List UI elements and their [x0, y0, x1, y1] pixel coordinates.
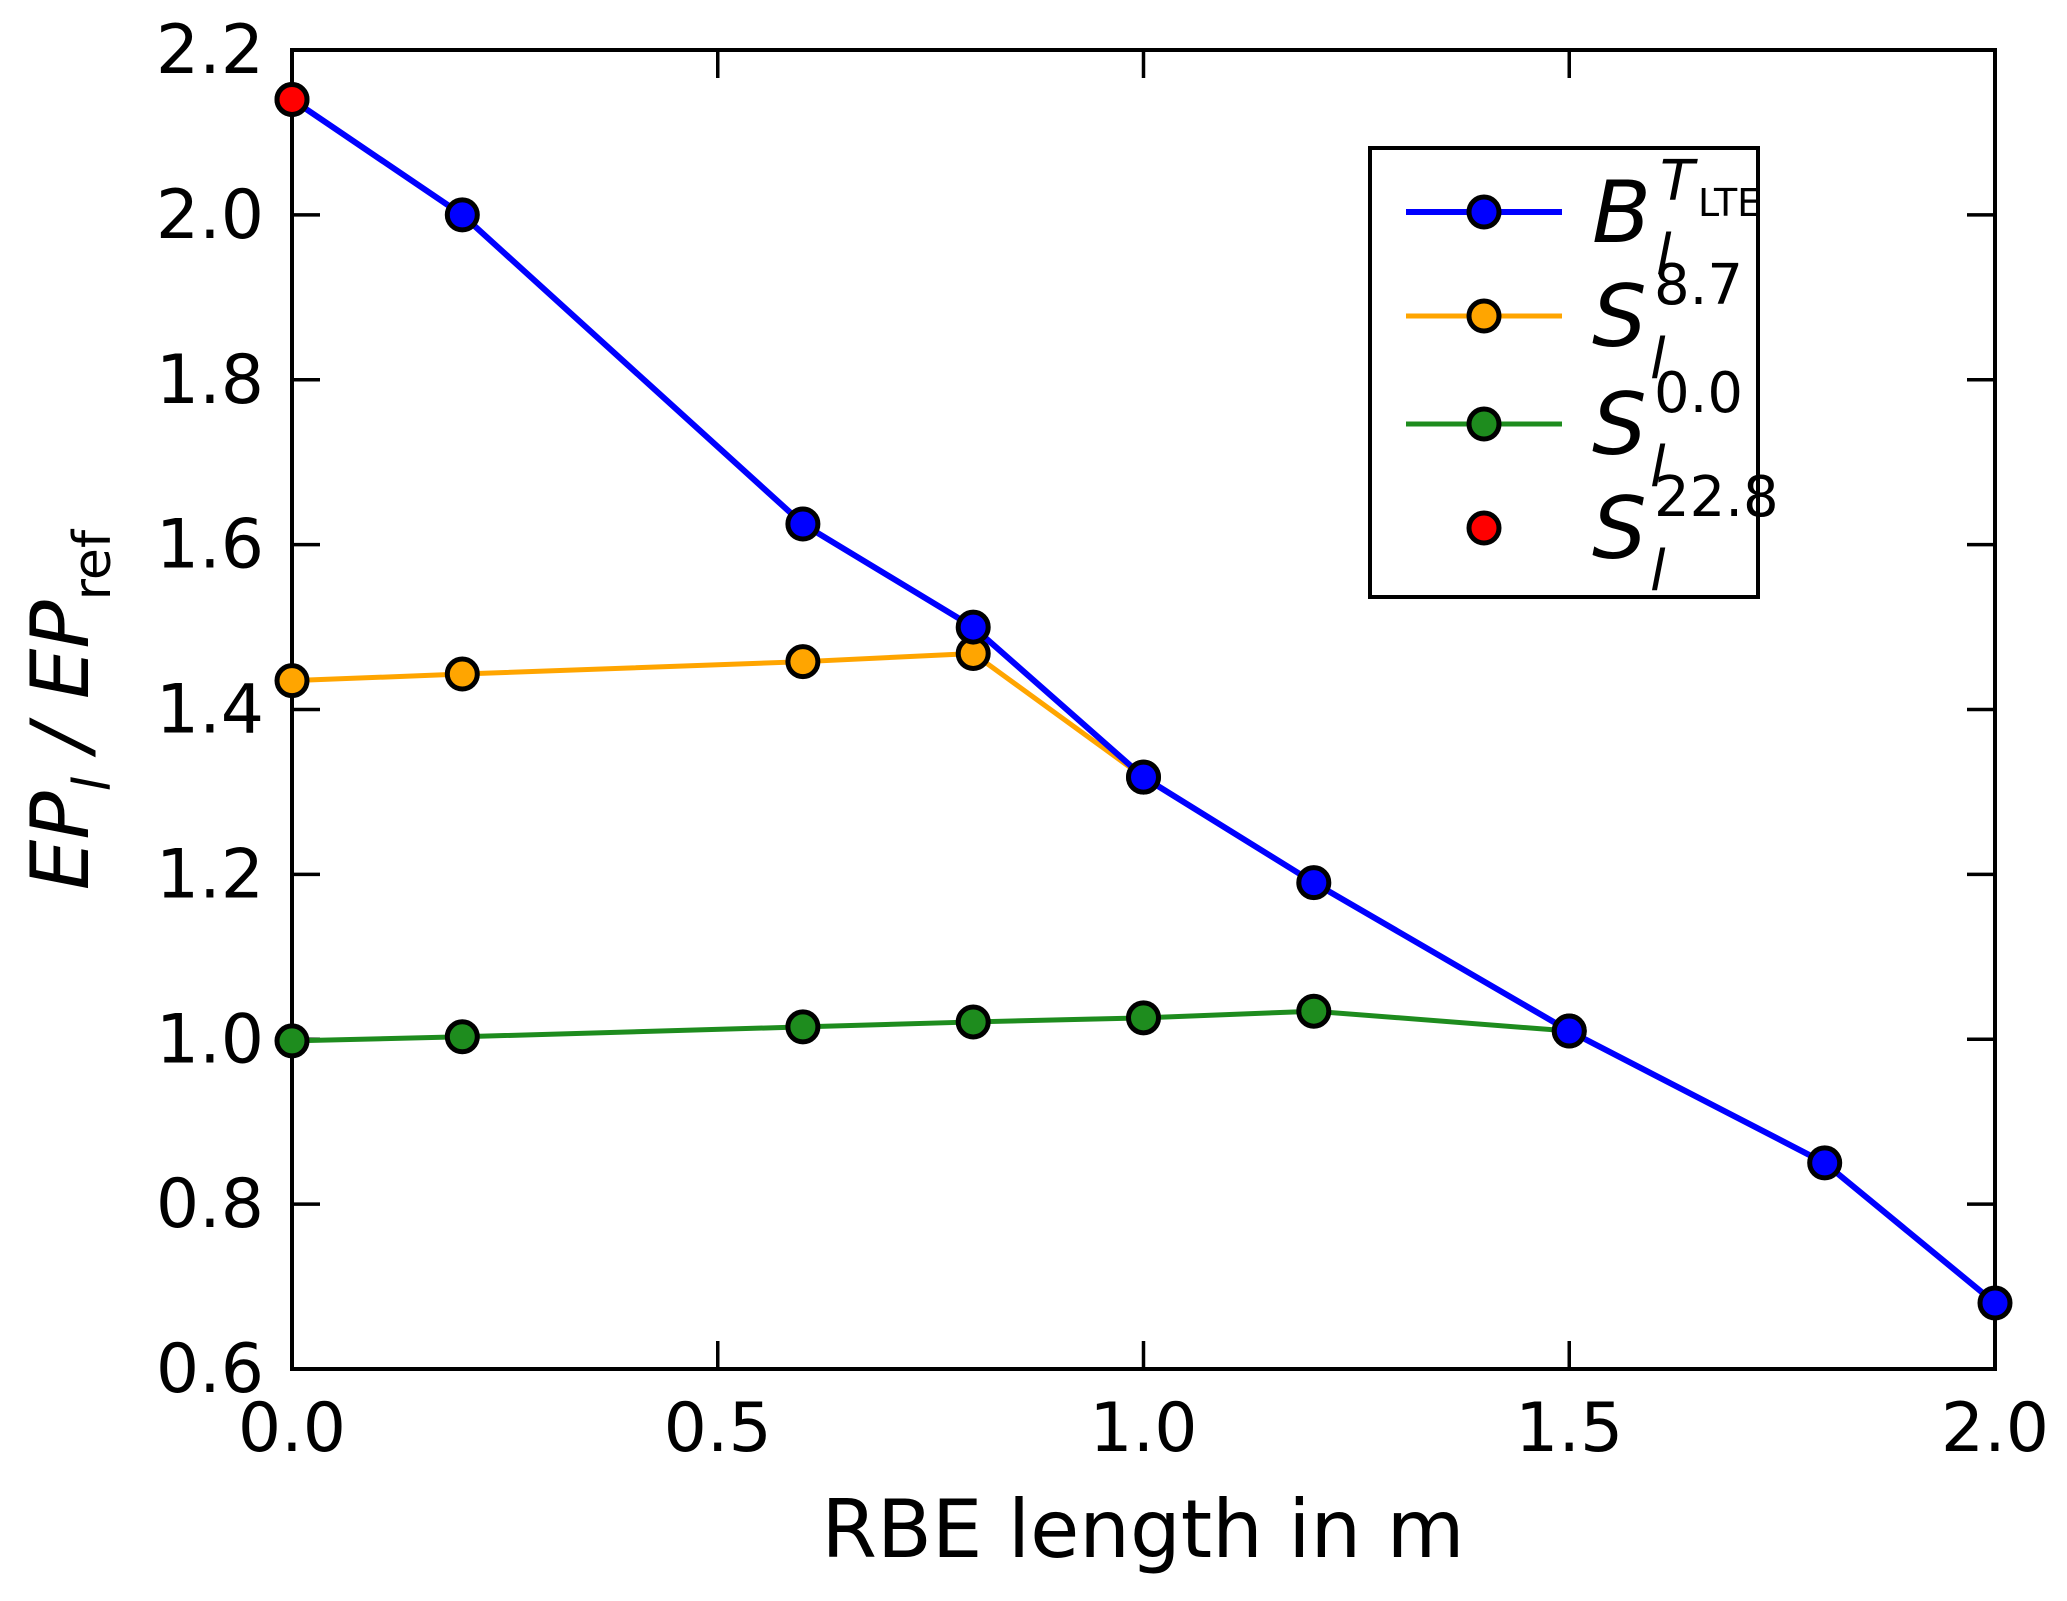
x-axis-label: RBE length in m — [821, 1483, 1464, 1576]
marker-B-TLTE — [1126, 759, 1161, 795]
marker-B-TLTE — [1807, 1145, 1843, 1181]
legend-marker-B-TLTE — [1466, 194, 1502, 230]
marker-S-0.0 — [955, 1004, 991, 1040]
marker-S-0.0 — [785, 1009, 821, 1045]
legend-label-supsub-B-TLTE: LTE — [1698, 181, 1761, 225]
x-tick-label: 0.5 — [664, 1389, 772, 1468]
marker-B-TLTE — [1551, 1013, 1587, 1049]
y-tick-label: 1.0 — [156, 1000, 264, 1079]
legend-label-sup-B-TLTE: T — [1660, 149, 1698, 214]
x-tick-label: 1.5 — [1515, 1389, 1623, 1468]
legend-label-sup-S-22.8: 22.8 — [1654, 465, 1779, 530]
legend-box — [1368, 146, 1760, 599]
marker-B-TLTE — [1296, 865, 1332, 901]
legend-marker-S-22.8 — [1466, 510, 1502, 546]
axis-ticks: 0.0 0.5 1.0 1.5 2.0 0.6 0.8 1.0 1.2 1.4 1.6 1.8 2.0 2… — [156, 11, 2049, 1468]
marker-S-8.7 — [444, 656, 480, 692]
y-tick-label: 1.2 — [156, 835, 264, 914]
legend-label-sub-S-22.8: l — [1650, 539, 1666, 604]
marker-B-TLTE — [785, 506, 821, 542]
series-group — [274, 81, 2013, 1321]
y-tick-label: 1.8 — [156, 341, 264, 420]
legend-label-base-S-0.0: S — [1592, 375, 1647, 475]
legend-label-sub-B-TLTE: l — [1656, 223, 1672, 288]
marker-S-0.0 — [274, 1023, 310, 1059]
marker-B-TLTE — [444, 197, 480, 233]
legend-marker-S-8.7 — [1466, 298, 1502, 334]
y-tick-label: 0.8 — [156, 1165, 264, 1244]
marker-S-8.7 — [785, 644, 821, 680]
y-tick-label: 0.6 — [156, 1330, 264, 1409]
marker-S-0.0 — [1296, 993, 1332, 1029]
legend-label-sup-S-0.0: 0.0 — [1654, 361, 1743, 426]
y-axis-label: EPl / EPref — [14, 528, 123, 890]
legend-label-base-S-8.7: S — [1592, 267, 1647, 367]
legend-marker-S-0.0 — [1466, 406, 1502, 442]
marker-S-0.0 — [444, 1019, 480, 1055]
x-tick-label: 0.0 — [238, 1389, 346, 1468]
y-tick-label: 1.4 — [156, 671, 264, 750]
legend-label-sup-S-8.7: 8.7 — [1654, 253, 1743, 318]
marker-S-0.0 — [1126, 1000, 1161, 1036]
x-tick-label: 1.0 — [1089, 1389, 1197, 1468]
legend-label-base-B-TLTE: B — [1592, 163, 1651, 263]
marker-B-TLTE — [1977, 1285, 2013, 1321]
legend-label-sub-S-0.0: l — [1650, 435, 1666, 500]
y-tick-label: 2.2 — [156, 11, 264, 90]
y-tick-label: 1.6 — [156, 506, 264, 585]
marker-B-TLTE — [955, 609, 991, 645]
x-tick-label: 2.0 — [1941, 1389, 2049, 1468]
y-tick-label: 2.0 — [156, 176, 264, 255]
legend-label-base-S-22.8: S — [1592, 479, 1647, 579]
marker-S-22.8 — [274, 81, 310, 117]
legend-label-sub-S-8.7: l — [1650, 327, 1666, 392]
marker-S-8.7 — [274, 663, 310, 699]
